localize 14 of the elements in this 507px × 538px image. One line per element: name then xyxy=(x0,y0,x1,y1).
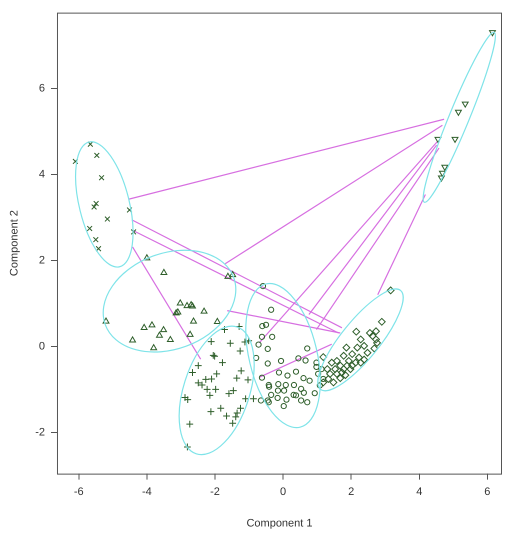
x-tick-label: 2 xyxy=(348,486,354,498)
y-tick-label: 2 xyxy=(38,254,45,266)
x-tick-label: 4 xyxy=(416,486,422,498)
y-tick-label: 4 xyxy=(38,168,45,180)
x-tick-label: -2 xyxy=(210,486,220,498)
y-tick-label: -2 xyxy=(35,426,45,438)
x-tick-label: -6 xyxy=(74,486,84,498)
y-tick-label: 6 xyxy=(38,82,45,94)
x-tick-label: -4 xyxy=(142,486,152,498)
x-tick-label: 0 xyxy=(280,486,286,498)
x-axis-title: Component 1 xyxy=(246,517,313,530)
x-tick-label: 6 xyxy=(484,486,490,498)
y-axis-title: Component 2 xyxy=(8,210,21,276)
y-tick-label: 0 xyxy=(38,340,45,352)
